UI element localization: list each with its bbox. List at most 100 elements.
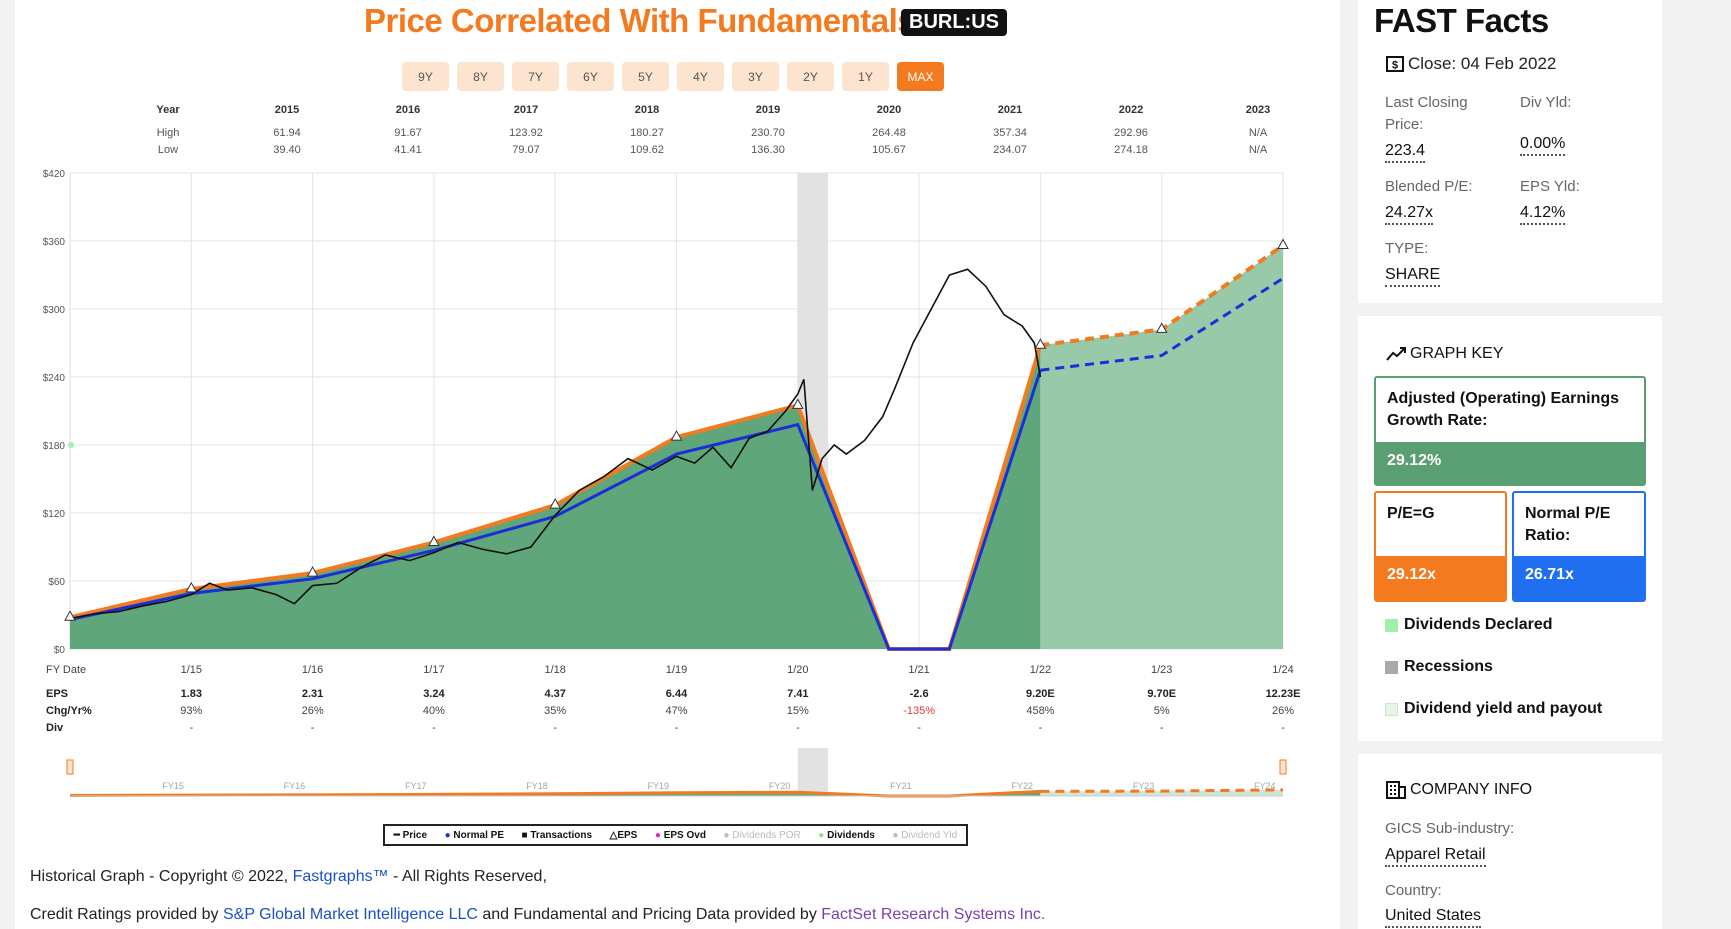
high-2020: 264.48 [872, 127, 906, 139]
low-2017: 79.07 [512, 144, 540, 156]
low-2019: 136.30 [751, 144, 785, 156]
sub-industry-label: GICS Sub-industry: [1385, 820, 1515, 837]
sub-industry-value[interactable]: Apparel Retail [1385, 845, 1486, 867]
chart-legend: ━ Price ● Normal PE ■ Transactions △EPS … [383, 824, 968, 846]
factset-link[interactable]: FactSet Research Systems Inc. [821, 906, 1046, 923]
company-info-card [1358, 754, 1662, 929]
year-header-label: Year [156, 104, 180, 116]
dividend-yield-swatch [1385, 702, 1398, 716]
div-value-4: - [675, 722, 679, 734]
chg-value-1: 26% [302, 705, 324, 717]
high-2019: 230.70 [751, 127, 785, 139]
country-value[interactable]: United States [1385, 906, 1482, 928]
eps-value-0: 1.83 [181, 688, 202, 700]
year-2018: 2018 [635, 104, 659, 116]
range-btn-9y[interactable]: 9Y [402, 62, 449, 91]
range-btn-2y[interactable]: 2Y [787, 62, 834, 91]
normal-pe-label: Normal P/E Ratio: [1514, 493, 1644, 557]
range-btn-4y[interactable]: 4Y [677, 62, 724, 91]
div-yld-value[interactable]: 0.00% [1520, 134, 1566, 156]
legend-dividends[interactable]: ● Dividends [818, 829, 875, 841]
year-2023: 2023 [1246, 104, 1270, 116]
credits-line: Credit Ratings provided by S&P Global Ma… [30, 906, 1046, 923]
y-tick-4: $240 [43, 373, 66, 384]
blended-pe-value[interactable]: 24.27x [1385, 203, 1434, 225]
key-dividends-declared: Dividends Declared [1385, 616, 1553, 634]
fastgraphs-link[interactable]: Fastgraphs™ [292, 868, 389, 885]
trend-line-icon [1386, 347, 1406, 361]
range-btn-1y[interactable]: 1Y [842, 62, 889, 91]
eps-marker-11 [1277, 238, 1289, 250]
eps-yld-value[interactable]: 4.12% [1520, 203, 1566, 225]
y-tick-6: $360 [43, 237, 66, 248]
low-2016: 41.41 [394, 144, 422, 156]
range-btn-5y[interactable]: 5Y [622, 62, 669, 91]
peg-label: P/E=G [1376, 493, 1505, 535]
eps-value-9: 12.23E [1266, 688, 1301, 700]
legend-price[interactable]: ━ Price [393, 829, 428, 841]
div-value-7: - [1039, 722, 1043, 734]
legend-eps-ovd[interactable]: ● EPS Ovd [654, 829, 706, 841]
year-2017: 2017 [514, 104, 538, 116]
range-btn-6y[interactable]: 6Y [567, 62, 614, 91]
div-value-1: - [311, 722, 315, 734]
high-2023: N/A [1249, 127, 1268, 139]
ticker-badge: BURL:US [901, 9, 1007, 36]
fy-date-4: 1/19 [666, 664, 687, 676]
y-tick-7: $420 [43, 169, 66, 180]
sp-global-link[interactable]: S&P Global Market Intelligence LLC [222, 906, 478, 923]
overview-label-8: FY23 [1133, 781, 1155, 791]
last-price-value[interactable]: 223.4 [1385, 141, 1426, 163]
range-btn-max[interactable]: MAX [897, 62, 944, 91]
type-value[interactable]: SHARE [1385, 265, 1441, 287]
eps-value-1: 2.31 [302, 688, 323, 700]
legend-dividend-yld[interactable]: ● Dividend Yld [892, 829, 958, 841]
div-value-6: - [917, 722, 921, 734]
y-tick-0: $0 [54, 645, 66, 656]
year-2019: 2019 [756, 104, 780, 116]
overview-recession [797, 748, 829, 796]
eps-yld-label: EPS Yld: [1520, 178, 1580, 195]
legend-eps[interactable]: △EPS [609, 829, 638, 841]
eps-area-estimate [1040, 245, 1283, 650]
chg-value-5: 15% [787, 705, 809, 717]
eps-value-6: -2.6 [910, 688, 929, 700]
eps-value-7: 9.20E [1026, 688, 1055, 700]
country-label: Country: [1385, 882, 1442, 899]
high-2018: 180.27 [630, 127, 664, 139]
recession-swatch [1385, 660, 1398, 674]
normal-pe-line [69, 369, 1042, 651]
chg-row-label: Chg/Yr% [46, 705, 92, 717]
eps-marker-6 [791, 398, 804, 409]
range-btn-8y[interactable]: 8Y [457, 62, 504, 91]
normal-pe-line-estimate [1040, 277, 1284, 372]
year-2015: 2015 [275, 104, 299, 116]
div-value-0: - [189, 722, 193, 734]
legend-transactions[interactable]: ■ Transactions [521, 829, 593, 841]
peg-value: 29.12x [1376, 556, 1505, 600]
chg-value-6: -135% [903, 705, 935, 717]
svg-text:$: $ [1392, 60, 1398, 72]
dividend-marker [68, 442, 74, 448]
range-btn-3y[interactable]: 3Y [732, 62, 779, 91]
blended-pe-label: Blended P/E: [1385, 178, 1473, 195]
overview-label-9: FY24 [1254, 781, 1276, 791]
low-2015: 39.40 [273, 144, 301, 156]
dividends-swatch [1385, 618, 1398, 632]
eps-value-2: 3.24 [423, 688, 445, 700]
y-tick-2: $120 [43, 509, 66, 520]
normal-pe-value: 26.71x [1514, 556, 1644, 600]
range-btn-7y[interactable]: 7Y [512, 62, 559, 91]
fy-date-7: 1/22 [1030, 664, 1051, 676]
overview-label-2: FY17 [405, 781, 427, 791]
high-label: High [157, 127, 180, 139]
high-2015: 61.94 [273, 127, 301, 139]
legend-normal-pe[interactable]: ● Normal PE [444, 829, 504, 841]
fy-date-3: 1/18 [544, 664, 565, 676]
legend-dividends-por[interactable]: ● Dividends POR [723, 829, 801, 841]
eps-value-8: 9.70E [1147, 688, 1176, 700]
fy-date-label: FY Date [46, 664, 86, 676]
eps-marker-1 [185, 581, 198, 593]
graph-key-heading: GRAPH KEY [1386, 345, 1503, 363]
div-value-3: - [553, 722, 557, 734]
